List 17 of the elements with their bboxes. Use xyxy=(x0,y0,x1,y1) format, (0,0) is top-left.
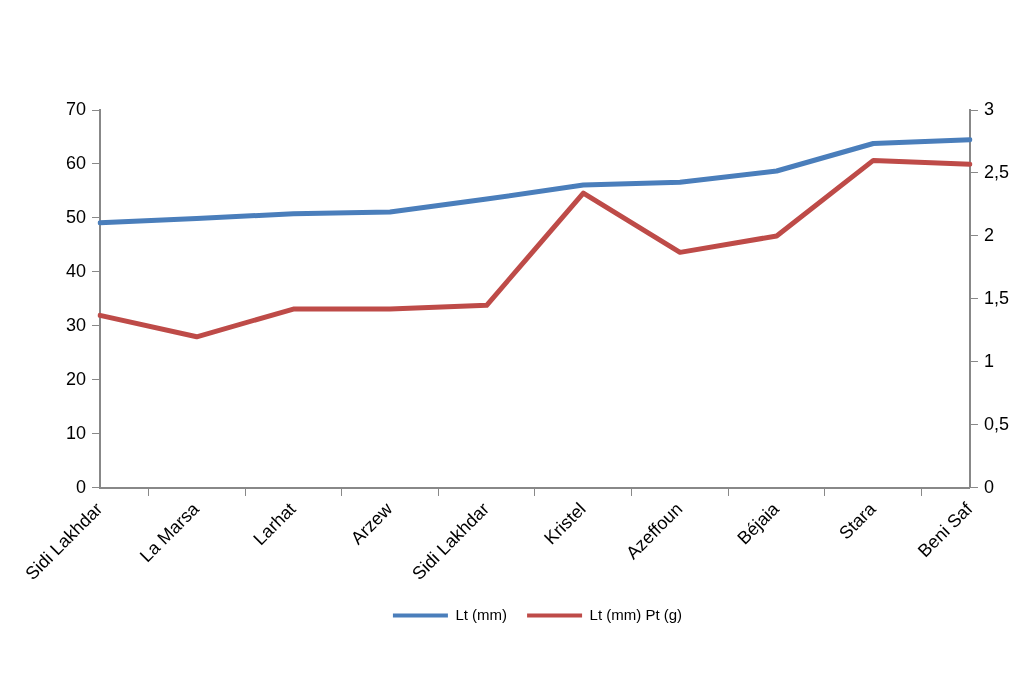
y-tick-label: 0 xyxy=(76,476,87,497)
y2-tick-label: 1 xyxy=(983,350,994,371)
y-tick-label: 60 xyxy=(65,152,87,173)
y-tick-label: 30 xyxy=(65,314,87,335)
y2-tick-label: 2,5 xyxy=(983,161,1010,182)
y2-tick-label: 0 xyxy=(983,476,994,497)
y2-tick-label: 1,5 xyxy=(983,287,1010,308)
y2-tick-label: 3 xyxy=(983,98,994,119)
y-tick-label: 50 xyxy=(65,206,87,227)
y2-tick-label: 2 xyxy=(983,224,994,245)
legend-label: Lt (mm) xyxy=(455,605,508,623)
y-tick-label: 10 xyxy=(65,422,87,443)
legend-label: Lt (mm) Pt (g) xyxy=(589,605,683,623)
y-tick-label: 40 xyxy=(65,260,87,281)
y2-tick-label: 0,5 xyxy=(983,413,1010,434)
y-tick-label: 70 xyxy=(65,98,87,119)
y-tick-label: 20 xyxy=(65,368,87,389)
